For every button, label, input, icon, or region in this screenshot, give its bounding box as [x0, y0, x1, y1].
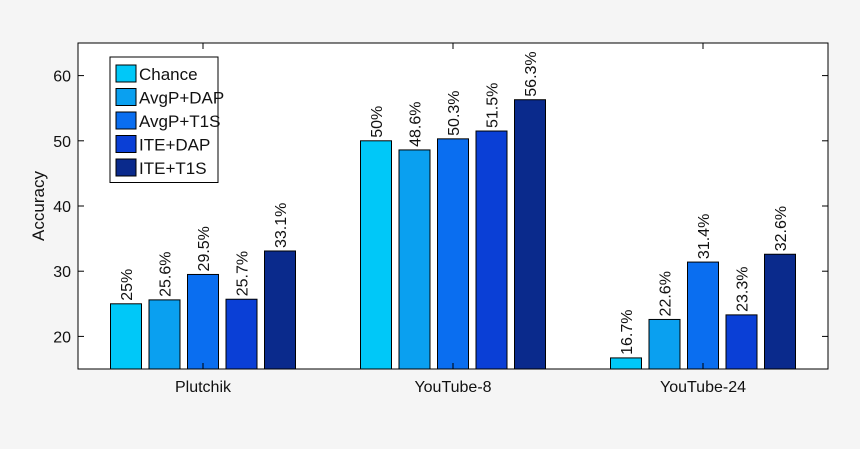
bar-value-label: 33.1% — [273, 203, 290, 248]
bar-value-label: 50.3% — [446, 90, 463, 135]
bar-value-label: 25.7% — [235, 251, 252, 296]
bar — [360, 140, 392, 370]
y-axis-title: Accuracy — [29, 171, 48, 241]
legend-swatch — [115, 88, 137, 106]
legend-swatch — [115, 158, 137, 177]
bar-value-label: 22.6% — [658, 271, 675, 316]
bar — [398, 149, 431, 370]
legend-entry-label: Chance — [139, 65, 198, 84]
bar — [725, 314, 758, 370]
bar — [225, 298, 258, 370]
legend-entry-label: ITE+DAP — [139, 136, 210, 155]
legend: Chance AvgP+DAP AvgP+T1S ITE+DAP ITE+T1S — [109, 56, 224, 183]
legend-entry-label: ITE+T1S — [139, 159, 207, 178]
y-tick-label: 30 — [53, 264, 71, 281]
bar — [475, 130, 508, 370]
y-axis: 20 30 40 50 60 — [53, 69, 828, 346]
bar-value-label: 31.4% — [696, 214, 713, 259]
bar-value-label: 25.6% — [158, 252, 175, 297]
bar — [687, 261, 719, 370]
bar — [764, 253, 796, 370]
bar-value-label: 16.7% — [619, 310, 636, 355]
bar-value-label: 50% — [369, 106, 386, 138]
bars-layer — [110, 99, 796, 370]
bar-value-label: 48.6% — [408, 102, 425, 147]
bar — [264, 250, 296, 370]
bar-value-label: 25% — [119, 269, 136, 301]
bar-labels-layer: 25% 25.6% 29.5% 25.7% 33.1% 50% 48.6% 50.3% 51.5… — [119, 51, 790, 355]
bar — [437, 138, 469, 370]
bar-value-label: 23.3% — [735, 267, 752, 312]
bar — [648, 318, 681, 370]
x-tick-label: YouTube-24 — [660, 379, 746, 396]
bar — [148, 299, 181, 370]
legend-swatch — [115, 64, 137, 83]
bar — [514, 99, 546, 370]
bar-value-label: 29.5% — [196, 226, 213, 271]
bar-value-label: 32.6% — [773, 206, 790, 251]
y-tick-label: 60 — [53, 69, 71, 86]
y-tick-label: 20 — [53, 329, 71, 346]
bar-value-label: 56.3% — [523, 51, 540, 96]
y-tick-label: 40 — [53, 199, 71, 216]
x-axis: Plutchik YouTube-8 YouTube-24 — [175, 43, 746, 396]
bar — [187, 273, 219, 370]
x-tick-label: Plutchik — [175, 379, 232, 396]
legend-entry-label: AvgP+DAP — [139, 89, 224, 108]
bar — [110, 303, 142, 370]
bar-value-label: 51.5% — [485, 83, 502, 128]
y-tick-label: 50 — [53, 134, 71, 151]
legend-swatch — [115, 135, 137, 153]
legend-swatch — [115, 111, 137, 130]
x-tick-label: YouTube-8 — [414, 379, 491, 396]
bar — [610, 357, 642, 370]
legend-entry-label: AvgP+T1S — [139, 112, 220, 131]
